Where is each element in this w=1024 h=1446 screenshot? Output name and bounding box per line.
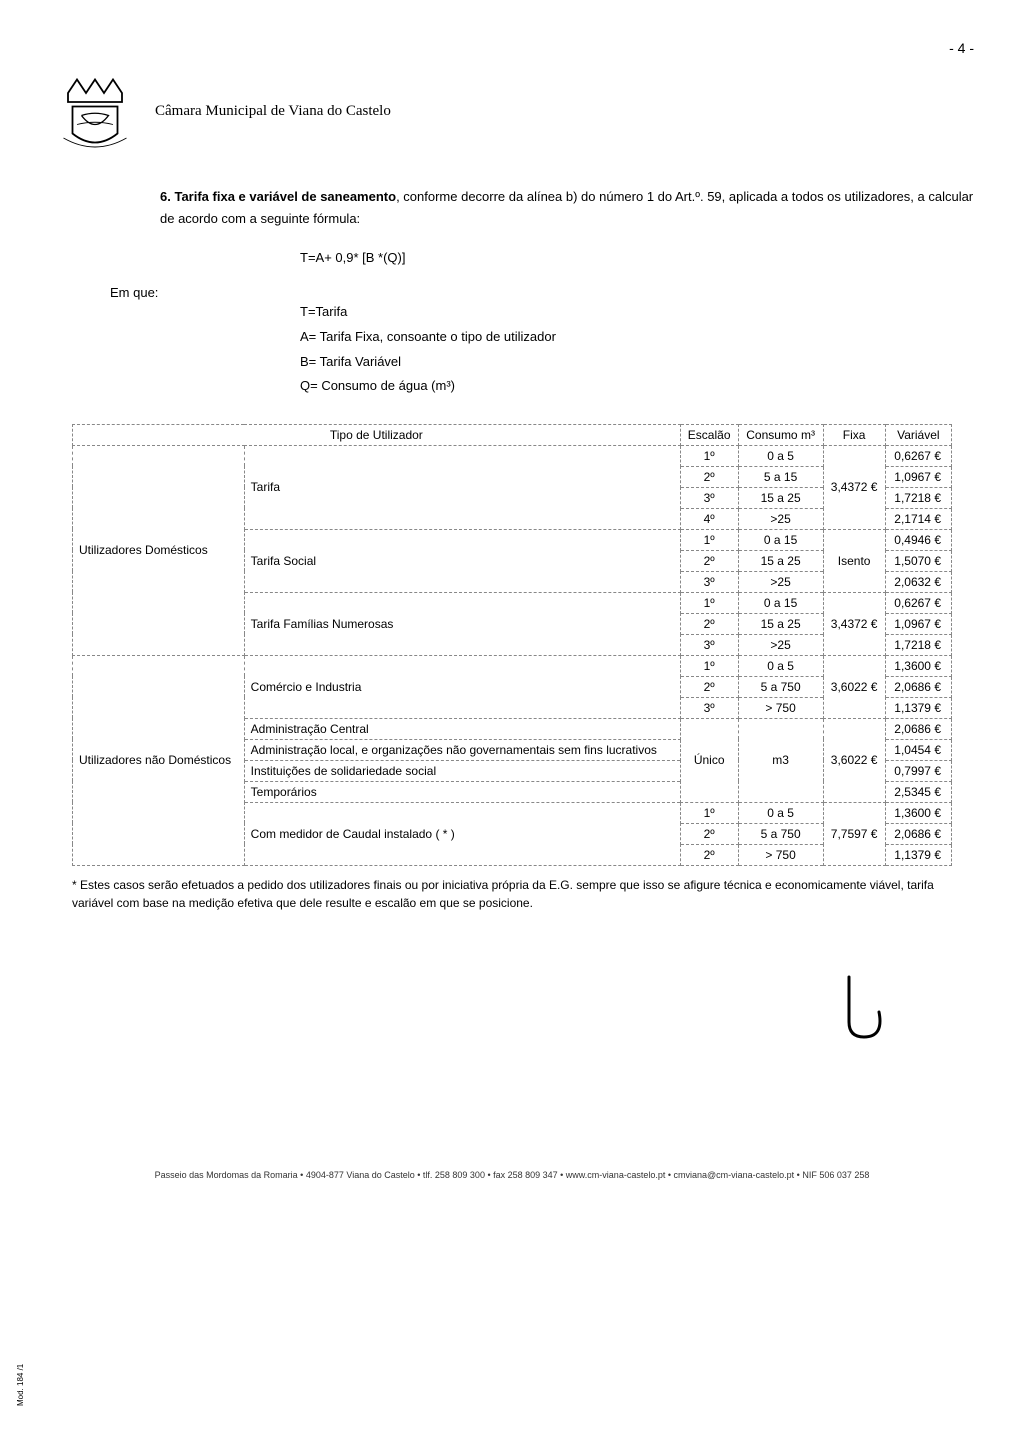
crest-icon [50, 66, 140, 156]
def-b: B= Tarifa Variável [300, 350, 974, 375]
cell: 2º [680, 550, 738, 571]
cell: 7,7597 € [823, 802, 885, 865]
def-t: T=Tarifa [300, 300, 974, 325]
clause-bold: Tarifa fixa e variável de saneamento [174, 189, 396, 204]
org-title: Câmara Municipal de Viana do Castelo [155, 103, 391, 120]
cell: 0 a 15 [738, 592, 823, 613]
cell: 1,1379 € [885, 697, 951, 718]
cell: 15 a 25 [738, 487, 823, 508]
cell: 0,7997 € [885, 760, 951, 781]
row-tarifa-social: Tarifa Social [244, 529, 680, 592]
cell: 1º [680, 592, 738, 613]
footer: Passeio das Mordomas da Romaria • 4904-8… [50, 1170, 974, 1180]
cell: 1,0967 € [885, 613, 951, 634]
cell: 0 a 15 [738, 529, 823, 550]
cell: 2,1714 € [885, 508, 951, 529]
row-medidor: Com medidor de Caudal instalado ( * ) [244, 802, 680, 865]
th-fixa: Fixa [823, 424, 885, 445]
cell: > 750 [738, 844, 823, 865]
cell: 1º [680, 802, 738, 823]
row-tarifa: Tarifa [244, 445, 680, 529]
cell: 1,1379 € [885, 844, 951, 865]
definitions: T=Tarifa A= Tarifa Fixa, consoante o tip… [300, 300, 974, 399]
cell: Único [680, 718, 738, 802]
row-admin-central: Administração Central [244, 718, 680, 739]
cell: 5 a 750 [738, 823, 823, 844]
cell: 3,4372 € [823, 445, 885, 529]
group-nao-domesticos: Utilizadores não Domésticos [73, 655, 245, 865]
cell: 2,0686 € [885, 676, 951, 697]
table-row: Utilizadores Domésticos Tarifa 1º 0 a 5 … [73, 445, 952, 466]
cell: 2º [680, 613, 738, 634]
clause-6: 6. Tarifa fixa e variável de saneamento,… [160, 186, 974, 230]
cell: 5 a 750 [738, 676, 823, 697]
th-escalao: Escalão [680, 424, 738, 445]
cell: 3,4372 € [823, 592, 885, 655]
cell: 1,3600 € [885, 802, 951, 823]
cell: 2,0686 € [885, 718, 951, 739]
cell: 3º [680, 487, 738, 508]
cell: m3 [738, 718, 823, 802]
page-number: - 4 - [50, 40, 974, 56]
cell: 3º [680, 571, 738, 592]
row-comercio: Comércio e Industria [244, 655, 680, 718]
cell: 15 a 25 [738, 550, 823, 571]
cell: 1,7218 € [885, 487, 951, 508]
cell: 0,4946 € [885, 529, 951, 550]
cell: 2º [680, 823, 738, 844]
cell: 3º [680, 697, 738, 718]
cell: 3º [680, 634, 738, 655]
footnote: * Estes casos serão efetuados a pedido d… [72, 876, 952, 912]
cell: 2º [680, 844, 738, 865]
cell: 1º [680, 445, 738, 466]
tariff-table: Tipo de Utilizador Escalão Consumo m³ Fi… [72, 424, 952, 866]
row-temporarios: Temporários [244, 781, 680, 802]
cell: 1º [680, 529, 738, 550]
table-row: Utilizadores não Domésticos Comércio e I… [73, 655, 952, 676]
clause-number: 6. [160, 189, 171, 204]
row-inst-sol: Instituições de solidariedade social [244, 760, 680, 781]
def-a: A= Tarifa Fixa, consoante o tipo de util… [300, 325, 974, 350]
signature-icon [50, 972, 894, 1050]
row-tarifa-fam: Tarifa Famílias Numerosas [244, 592, 680, 655]
formula: T=A+ 0,9* [B *(Q)] [300, 250, 974, 265]
cell: 1,0454 € [885, 739, 951, 760]
header: Câmara Municipal de Viana do Castelo [50, 66, 974, 156]
cell: 0,6267 € [885, 592, 951, 613]
cell: >25 [738, 508, 823, 529]
mod-label: Mod. 184 /1 [16, 1364, 25, 1406]
cell: > 750 [738, 697, 823, 718]
cell: 0 a 5 [738, 445, 823, 466]
cell: 0 a 5 [738, 655, 823, 676]
cell: 15 a 25 [738, 613, 823, 634]
cell: 1,5070 € [885, 550, 951, 571]
cell: 1,0967 € [885, 466, 951, 487]
cell: 5 a 15 [738, 466, 823, 487]
cell: 2º [680, 676, 738, 697]
group-domesticos: Utilizadores Domésticos [73, 445, 245, 655]
cell: 1,7218 € [885, 634, 951, 655]
table-header-row: Tipo de Utilizador Escalão Consumo m³ Fi… [73, 424, 952, 445]
cell: 2,0686 € [885, 823, 951, 844]
cell: 1º [680, 655, 738, 676]
cell: >25 [738, 571, 823, 592]
th-tipo: Tipo de Utilizador [73, 424, 681, 445]
def-q: Q= Consumo de água (m³) [300, 374, 974, 399]
cell: 2,0632 € [885, 571, 951, 592]
th-consumo: Consumo m³ [738, 424, 823, 445]
th-variavel: Variável [885, 424, 951, 445]
cell: >25 [738, 634, 823, 655]
cell: 2,5345 € [885, 781, 951, 802]
cell: 3,6022 € [823, 655, 885, 718]
cell: 0 a 5 [738, 802, 823, 823]
cell: 2º [680, 466, 738, 487]
cell: 3,6022 € [823, 718, 885, 802]
cell: Isento [823, 529, 885, 592]
cell: 4º [680, 508, 738, 529]
cell: 1,3600 € [885, 655, 951, 676]
row-admin-local: Administração local, e organizações não … [244, 739, 680, 760]
cell: 0,6267 € [885, 445, 951, 466]
em-que-label: Em que: [110, 285, 974, 300]
